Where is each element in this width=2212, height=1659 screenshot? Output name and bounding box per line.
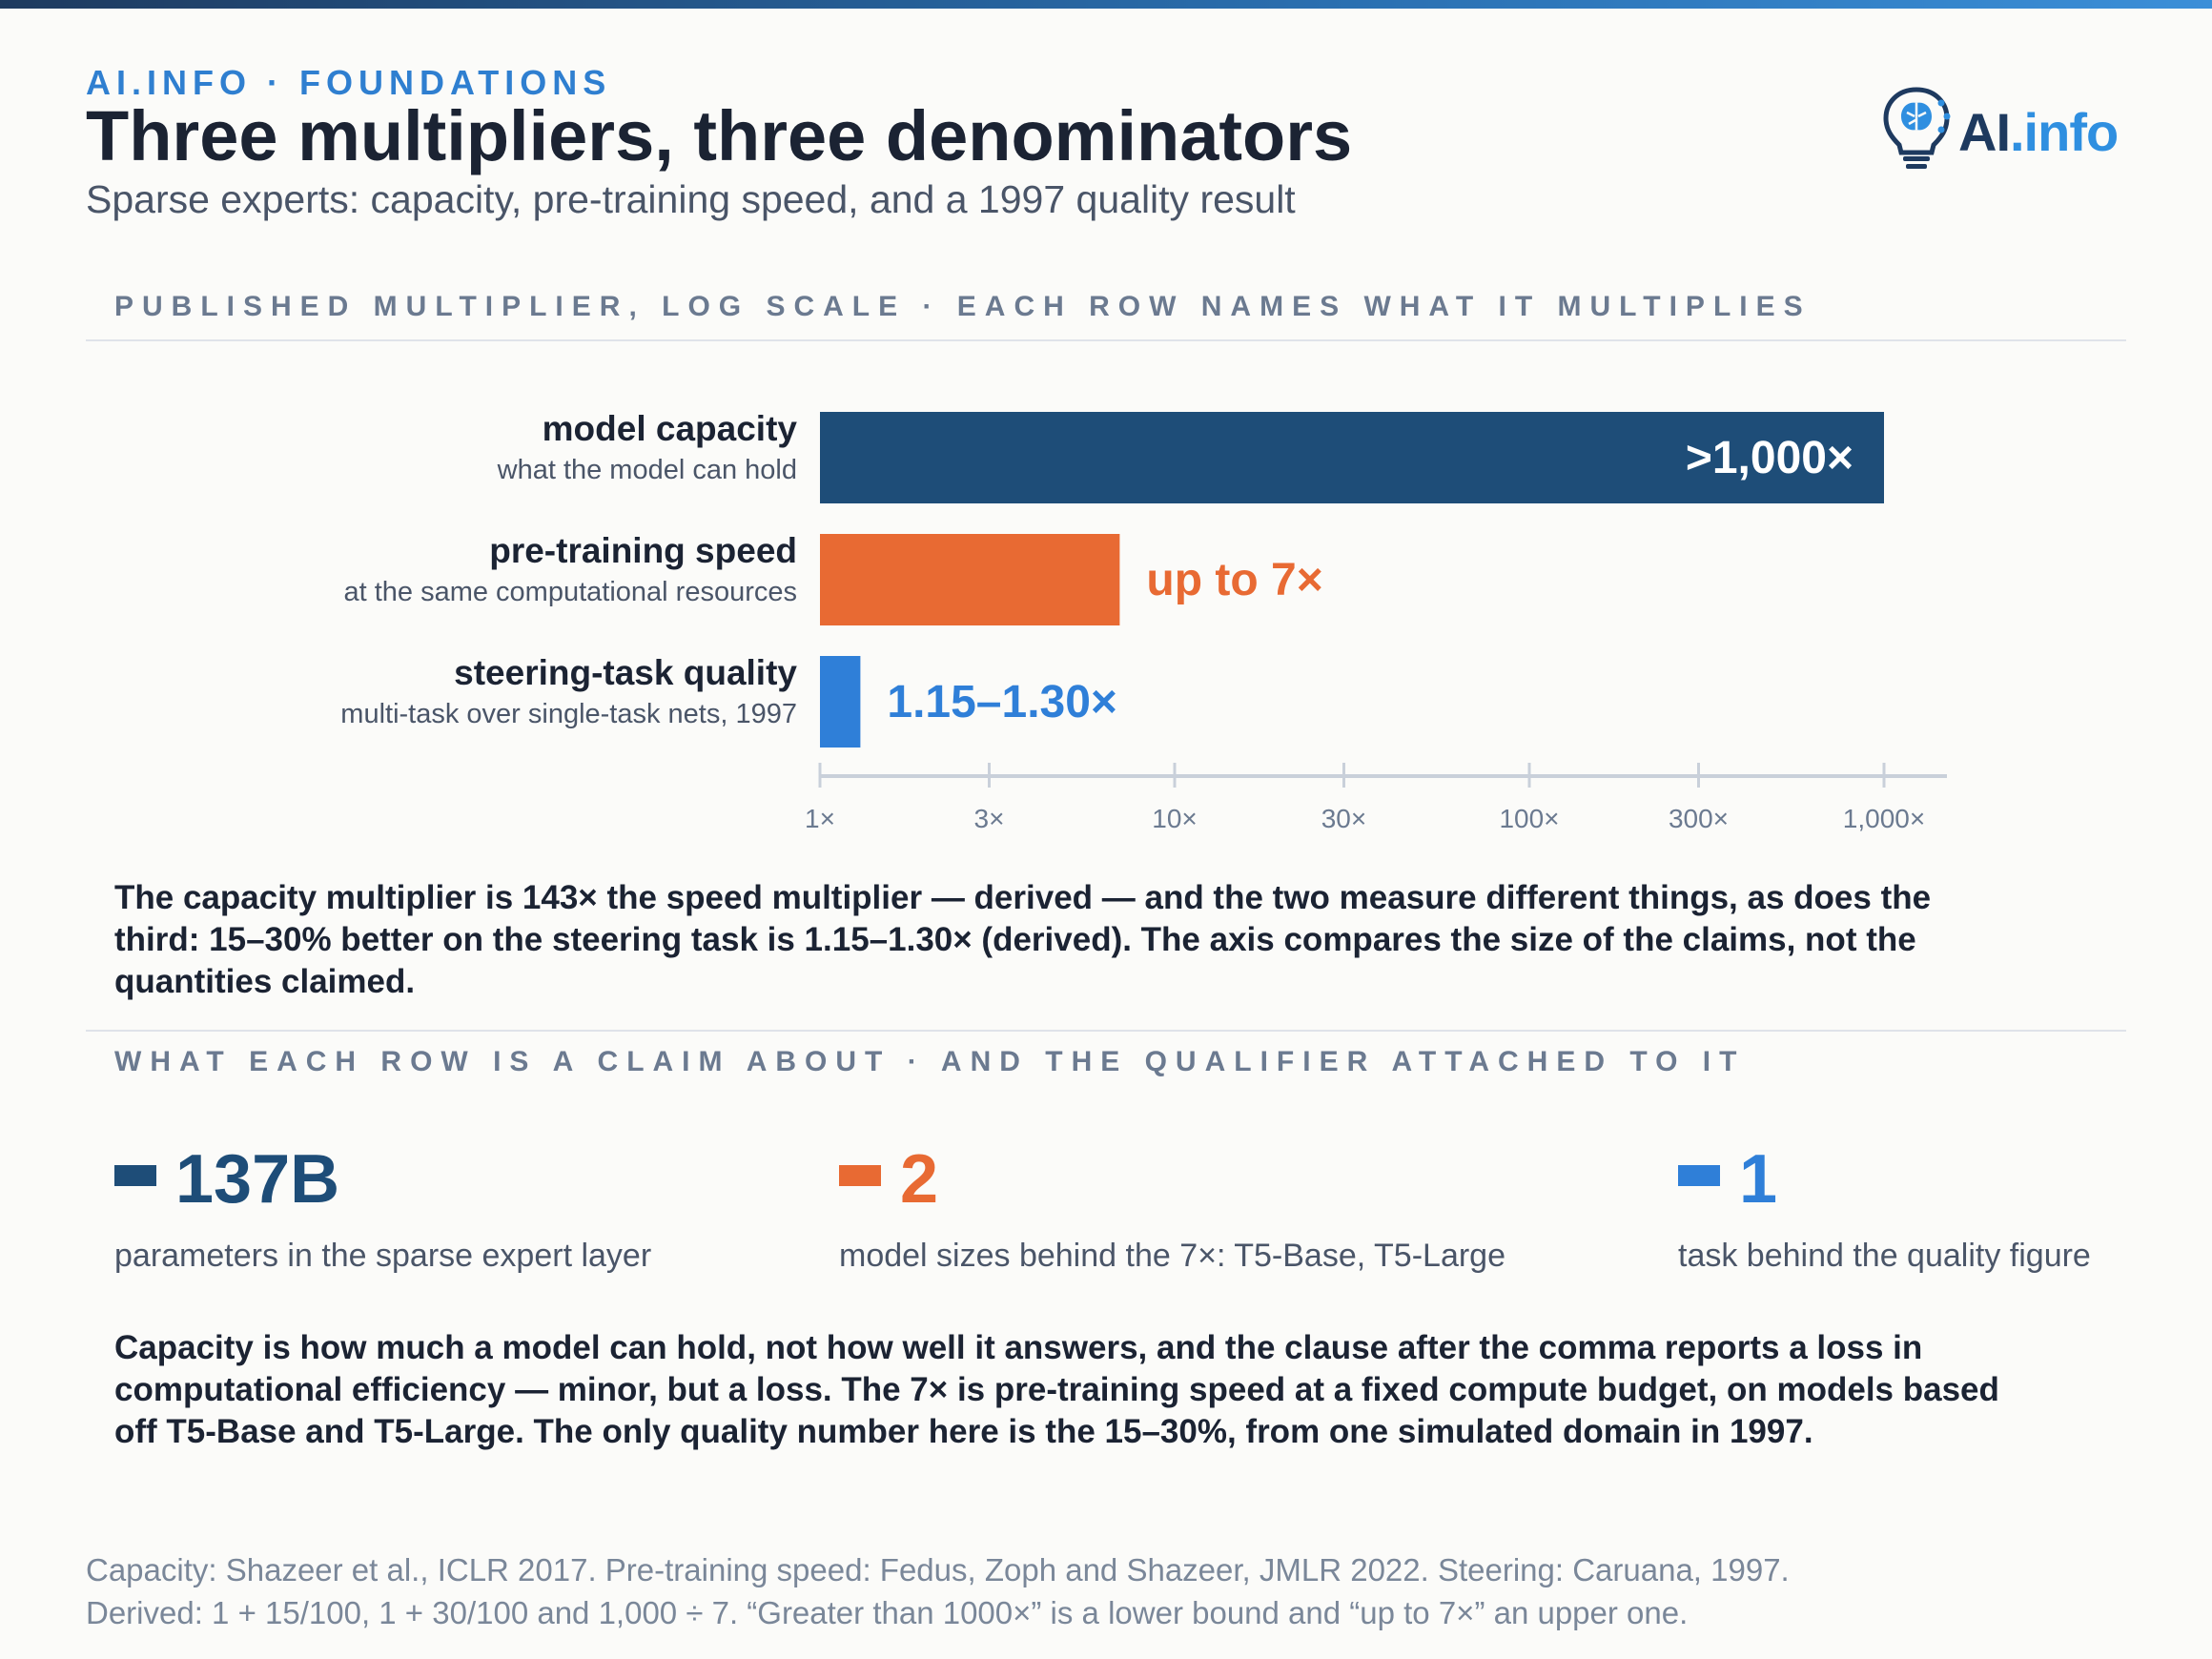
summary-paragraph: Capacity is how much a model can hold, n… [114,1329,1999,1450]
stat-value: 1 [1739,1141,1778,1218]
x-tick-label: 1,000× [1843,804,1925,833]
bar-category-label: model capacity [543,409,798,448]
lightbulb-brain-icon [1883,87,1951,169]
bar-category-label: steering-task quality [454,653,797,692]
legend-swatch-navy [114,1165,156,1186]
brand-logo[interactable]: AI.info [1880,84,2128,175]
x-tick-label: 300× [1669,804,1729,833]
divider [86,1030,2126,1032]
chart-section-label: PUBLISHED MULTIPLIER, LOG SCALE · EACH R… [114,291,1812,322]
x-tick-label: 1× [805,804,835,833]
x-tick-label: 30× [1321,804,1367,833]
bar-category-note: at the same computational resources [343,577,797,607]
logo-wordmark: AI.info [1958,101,2119,163]
claims-section-label: WHAT EACH ROW IS A CLAIM ABOUT · AND THE… [114,1046,1746,1077]
logo-wordmark-main: AI [1958,102,2011,162]
stat-value: 2 [900,1141,939,1218]
bar-2 [820,534,1120,625]
stat-value: 137B [175,1141,340,1218]
footnote-derivations: Derived: 1 + 15/100, 1 + 30/100 and 1,00… [86,1595,1689,1630]
bar-1 [820,412,1884,503]
chart-note: The capacity multiplier is 143× the spee… [114,879,1932,1000]
legend-swatch-orange [839,1165,881,1186]
multiplier-bar-chart: model capacity what the model can hold >1,… [340,409,1947,833]
bar-value-label: >1,000× [1686,433,1854,483]
stat-label: model sizes behind the 7×: T5-Base, T5-L… [839,1238,1505,1274]
stat-label: parameters in the sparse expert layer [114,1238,652,1274]
bar-value-label: 1.15–1.30× [887,677,1117,727]
x-tick-label: 10× [1152,804,1198,833]
top-accent-bar [0,0,2212,9]
bar-category-note: what the model can hold [497,455,797,485]
stat-label: task behind the quality figure [1678,1238,2091,1274]
divider [86,339,2126,341]
x-tick-label: 100× [1499,804,1559,833]
legend-swatch-blue [1678,1165,1720,1186]
bar-3 [820,656,861,748]
x-tick-label: 3× [974,804,1005,833]
bar-value-label: up to 7× [1146,555,1322,605]
logo-wordmark-suffix: .info [2010,102,2119,162]
kicker: AI.INFO · FOUNDATIONS [86,63,612,102]
source-footnote: Capacity: Shazeer et al., ICLR 2017. Pre… [86,1548,2145,1634]
bar-category-label: pre-training speed [489,531,797,570]
footnote-sources: Capacity: Shazeer et al., ICLR 2017. Pre… [86,1552,1790,1587]
page-subtitle: Sparse experts: capacity, pre-training s… [86,177,1296,221]
page-title: Three multipliers, three denominators [86,96,1353,175]
bar-category-note: multi-task over single-task nets, 1997 [340,699,797,729]
